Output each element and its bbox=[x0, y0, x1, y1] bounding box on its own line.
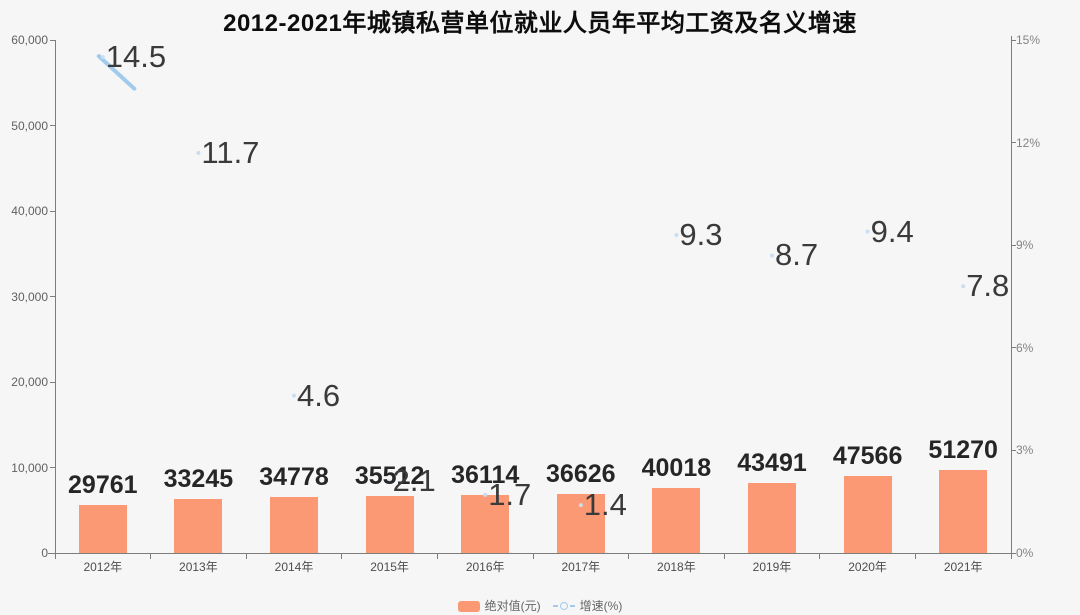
bar-value-label: 47566 bbox=[832, 442, 903, 471]
growth-point-dot bbox=[770, 253, 774, 258]
bar-series-swatch-icon bbox=[457, 600, 480, 612]
x-axis-tick bbox=[532, 554, 534, 559]
growth-point-dot bbox=[674, 232, 679, 237]
x-axis-category-label: 2019年 bbox=[752, 560, 792, 574]
line-series-marker-icon bbox=[552, 602, 575, 610]
x-axis-tick bbox=[150, 554, 152, 559]
x-axis-tick bbox=[914, 554, 916, 559]
right-axis-tick bbox=[1011, 244, 1016, 246]
wage-bar[interactable] bbox=[78, 504, 127, 553]
bar-value-label: 29761 bbox=[68, 470, 138, 499]
x-axis-tick bbox=[628, 554, 630, 559]
wage-bar[interactable] bbox=[174, 499, 223, 553]
bar-value-label: 35512 bbox=[354, 461, 425, 490]
left-axis-tick bbox=[50, 296, 55, 297]
bar-value-label: 36114 bbox=[451, 460, 520, 489]
growth-rate-label: 11.7 bbox=[201, 134, 260, 170]
bar-value-label: 34778 bbox=[259, 462, 329, 491]
line-circle-icon bbox=[559, 602, 568, 610]
wage-bar[interactable] bbox=[270, 496, 318, 553]
growth-rate-label: 7.8 bbox=[966, 268, 1010, 304]
wage-bar[interactable] bbox=[939, 470, 988, 553]
legend: 绝对值(元) 增速(%) bbox=[0, 595, 1080, 615]
right-axis-tick-label: 12% bbox=[1016, 135, 1041, 150]
growth-point-dot bbox=[292, 393, 296, 398]
legend-bar-label: 绝对值(元) bbox=[484, 599, 541, 613]
x-axis-category-label: 2013年 bbox=[179, 560, 218, 574]
left-axis-tick bbox=[50, 210, 55, 212]
legend-item-growth-rate[interactable]: 增速(%) bbox=[552, 599, 623, 613]
left-axis-tick bbox=[50, 552, 55, 554]
right-axis-tick-label: 0% bbox=[1016, 546, 1034, 560]
x-axis-category-label: 2014年 bbox=[274, 560, 314, 574]
line-dash-icon bbox=[552, 605, 558, 607]
bar-value-label: 43491 bbox=[737, 448, 807, 477]
bar-value-label: 36626 bbox=[546, 459, 616, 488]
left-axis-tick-label: 50,000 bbox=[11, 118, 48, 133]
growth-point-dot bbox=[196, 150, 201, 155]
right-axis-line bbox=[1011, 36, 1012, 553]
left-axis-tick-label: 20,000 bbox=[11, 375, 48, 389]
bar-value-label: 40018 bbox=[641, 454, 712, 483]
x-axis-tick bbox=[54, 554, 56, 559]
left-axis-tick bbox=[50, 381, 55, 383]
legend-line-label: 增速(%) bbox=[579, 599, 623, 613]
left-axis-tick-label: 40,000 bbox=[11, 204, 48, 218]
growth-rate-label: 1.4 bbox=[583, 487, 627, 523]
x-axis-category-label: 2016年 bbox=[465, 560, 505, 574]
x-axis-tick bbox=[723, 554, 725, 559]
left-axis-tick-label: 30,000 bbox=[11, 289, 48, 304]
x-axis-category-label: 2020年 bbox=[848, 560, 887, 574]
wage-bar[interactable] bbox=[748, 482, 796, 553]
x-axis-tick bbox=[341, 554, 343, 559]
growth-rate-label: 2.1 bbox=[392, 463, 436, 499]
right-axis-tick bbox=[1011, 39, 1016, 41]
chart-title: 2012-2021年城镇私营单位就业人员年平均工资及名义增速 bbox=[223, 10, 857, 37]
x-axis-tick bbox=[1010, 554, 1012, 559]
x-axis-category-label: 2012年 bbox=[83, 560, 123, 574]
line-dash-icon bbox=[569, 605, 575, 607]
right-axis-tick-label: 3% bbox=[1016, 443, 1034, 458]
x-axis-category-label: 2017年 bbox=[561, 560, 601, 574]
right-axis-tick-label: 9% bbox=[1016, 238, 1034, 253]
growth-rate-label: 8.7 bbox=[775, 237, 819, 273]
growth-rate-label: 14.5 bbox=[105, 39, 167, 75]
growth-point-dot bbox=[865, 229, 870, 234]
legend-item-absolute-value[interactable]: 绝对值(元) bbox=[457, 599, 541, 613]
right-axis-tick bbox=[1011, 449, 1016, 451]
growth-rate-label: 9.3 bbox=[679, 216, 723, 252]
left-axis-tick bbox=[50, 125, 55, 126]
left-axis-tick bbox=[50, 39, 55, 41]
left-axis-tick-label: 0 bbox=[41, 546, 48, 560]
wage-bar[interactable] bbox=[461, 494, 510, 553]
left-axis-tick-label: 10,000 bbox=[11, 460, 48, 475]
right-axis-tick bbox=[1011, 552, 1016, 554]
x-axis-category-label: 2018年 bbox=[657, 560, 696, 574]
bar-value-label: 33245 bbox=[163, 465, 234, 494]
x-axis-category-label: 2021年 bbox=[943, 560, 983, 574]
left-axis-line bbox=[55, 40, 56, 553]
bar-value-label: 51270 bbox=[928, 436, 998, 465]
right-axis-tick bbox=[1011, 142, 1016, 144]
left-axis-tick-label: 60,000 bbox=[11, 33, 48, 47]
wage-bar[interactable] bbox=[365, 495, 414, 553]
x-axis-line bbox=[48, 553, 1012, 554]
right-axis-tick-label: 6% bbox=[1016, 340, 1034, 355]
left-axis-tick bbox=[50, 467, 55, 468]
x-axis-category-label: 2015年 bbox=[370, 560, 409, 574]
growth-point-dot bbox=[961, 284, 966, 289]
growth-rate-label: 9.4 bbox=[870, 213, 914, 249]
growth-rate-label: 4.6 bbox=[297, 377, 341, 413]
x-axis-tick bbox=[819, 554, 821, 559]
right-axis-tick-label: 15% bbox=[1016, 33, 1041, 47]
growth-rate-label: 1.7 bbox=[488, 476, 532, 512]
wage-bar[interactable] bbox=[652, 488, 701, 553]
wage-bar[interactable] bbox=[843, 476, 892, 553]
right-axis-tick bbox=[1011, 347, 1016, 349]
growth-point-dot bbox=[100, 55, 105, 60]
x-axis-tick bbox=[436, 554, 438, 559]
x-axis-tick bbox=[245, 554, 247, 559]
